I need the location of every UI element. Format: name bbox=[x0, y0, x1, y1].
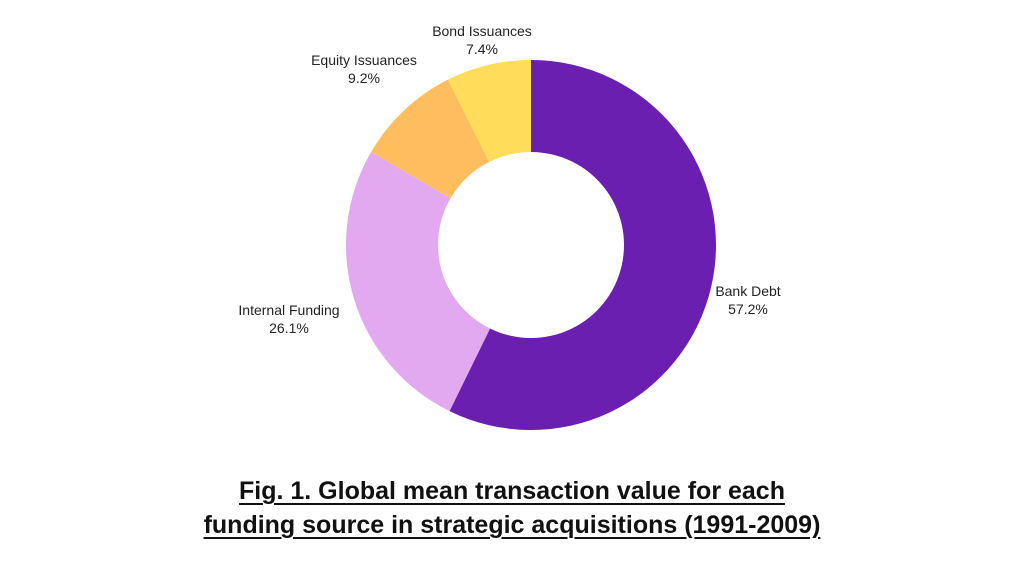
label-internal-funding: Internal Funding 26.1% bbox=[238, 301, 339, 337]
slice-internal-funding bbox=[345, 151, 491, 412]
label-name: Internal Funding bbox=[238, 302, 340, 318]
chart-title: Fig. 1. Global mean transaction value fo… bbox=[0, 474, 1024, 542]
slice-bank-debt bbox=[449, 60, 716, 430]
label-value: 26.1% bbox=[269, 320, 309, 336]
label-value: 57.2% bbox=[728, 301, 768, 317]
label-value: 7.4% bbox=[466, 41, 498, 57]
label-name: Bank Debt bbox=[715, 283, 781, 299]
label-bank-debt: Bank Debt 57.2% bbox=[715, 282, 780, 318]
label-bond-issuances: Bond Issuances 7.4% bbox=[432, 22, 532, 58]
label-equity-issuances: Equity Issuances 9.2% bbox=[311, 51, 417, 87]
label-name: Equity Issuances bbox=[311, 52, 417, 68]
slice-equity-issuances bbox=[371, 79, 490, 199]
title-line-1: Fig. 1. Global mean transaction value fo… bbox=[239, 477, 785, 505]
title-line-2: funding source in strategic acquisitions… bbox=[203, 511, 821, 539]
label-value: 9.2% bbox=[348, 70, 380, 86]
label-name: Bond Issuances bbox=[432, 23, 532, 39]
slice-bond-issuances bbox=[447, 60, 531, 162]
